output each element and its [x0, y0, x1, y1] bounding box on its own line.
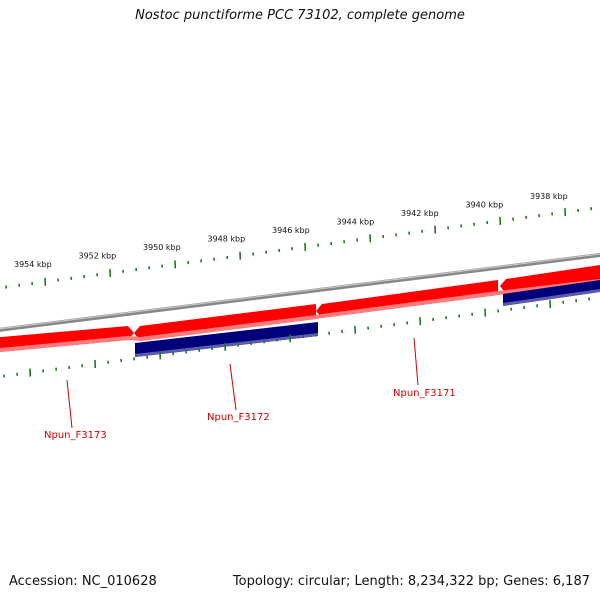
kbp-label-track: 3954 kbp 3952 kbp 3950 kbp 3948 kbp 3946 kbp… — [14, 192, 568, 269]
forward-strand-genes — [0, 265, 600, 353]
kbp-tick-label: 3952 kbp — [79, 252, 117, 261]
gene-arrow[interactable] — [500, 265, 600, 294]
gene-label-npun-f3171[interactable]: Npun_F3171 — [393, 388, 456, 399]
kbp-tick-label: 3940 kbp — [466, 201, 504, 210]
kbp-tick-label: 3938 kbp — [530, 192, 568, 201]
gene-leaders — [66, 337, 419, 429]
genome-backbone — [0, 253, 600, 332]
reverse-strand-genes — [135, 280, 600, 357]
gene-label-npun-f3173[interactable]: Npun_F3173 — [44, 430, 107, 441]
genome-backbone-highlight — [0, 253, 600, 330]
kbp-tick-label: 3948 kbp — [208, 235, 246, 244]
genome-summary: Topology: circular; Length: 8,234,322 bp… — [232, 574, 590, 589]
gene-block[interactable] — [135, 322, 318, 357]
accession-label: Accession: NC_010628 — [9, 574, 157, 589]
kbp-tick-label: 3950 kbp — [143, 243, 181, 252]
outer-tick-track — [5, 207, 593, 289]
map-title: Nostoc punctiforme PCC 73102, complete g… — [135, 8, 465, 23]
gene-label-npun-f3172[interactable]: Npun_F3172 — [207, 412, 270, 423]
kbp-tick-label: 3942 kbp — [401, 209, 439, 218]
inner-tick-track — [3, 297, 591, 378]
gene-arrow[interactable] — [134, 304, 316, 341]
kbp-tick-label: 3944 kbp — [337, 218, 375, 227]
kbp-tick-label: 3954 kbp — [14, 260, 52, 269]
gene-arrow[interactable] — [316, 280, 498, 318]
kbp-tick-label: 3946 kbp — [272, 226, 310, 235]
